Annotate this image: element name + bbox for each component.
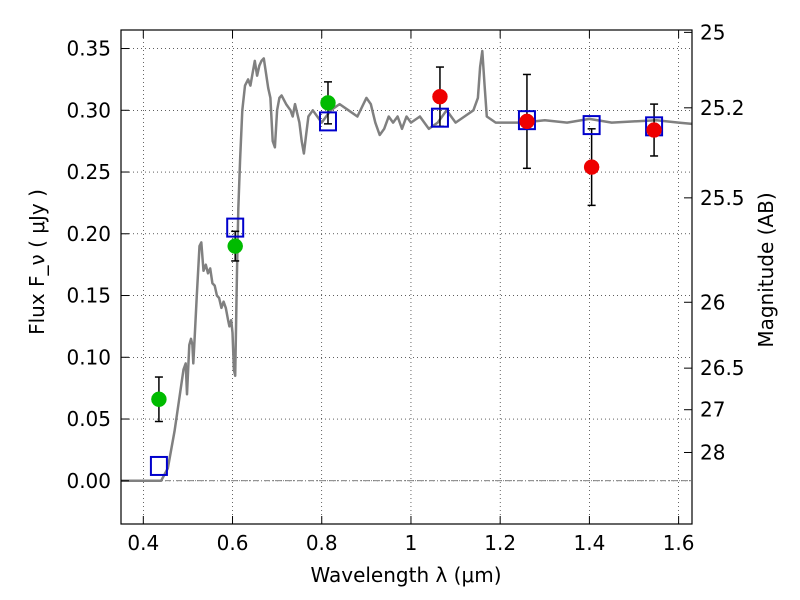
magnitude-tick-label: 27 — [700, 398, 725, 422]
data-markers — [149, 88, 664, 476]
x-tick-label: 1.6 — [663, 531, 695, 555]
y-tick-label: 0.05 — [66, 407, 111, 431]
square-marker — [430, 107, 449, 128]
circle-marker — [583, 159, 600, 175]
magnitude-tick-label: 25.2 — [700, 96, 745, 120]
x-tick-labels: 0.4 0.6 0.8 1 1.2 1.4 1.6 — [127, 531, 694, 555]
y-tick-labels: 0.00 0.05 0.10 0.15 0.20 0.25 0.30 0.35 — [66, 37, 111, 493]
y-tick-label: 0.35 — [66, 37, 111, 61]
magnitude-tick-label: 28 — [700, 440, 725, 464]
y-tick-label: 0.15 — [66, 284, 111, 308]
x-tick-label: 1.4 — [573, 531, 605, 555]
magnitude-tick-label: 26.5 — [700, 356, 745, 380]
magnitude-tick-label: 25.5 — [700, 186, 745, 210]
y-tick-label: 0.25 — [66, 160, 111, 184]
y-tick-label: 0.10 — [66, 345, 111, 369]
y-axis-label: Flux F_ν ( μJy ) — [25, 189, 49, 335]
circle-marker — [151, 391, 167, 408]
circle-marker — [320, 95, 336, 111]
x-tick-label: 1 — [405, 531, 418, 555]
axis-ticks — [121, 30, 692, 524]
square-marker — [582, 115, 601, 136]
grid — [121, 30, 692, 524]
magnitude-axis-label: Magnitude (AB) — [754, 192, 778, 347]
y-tick-label: 0.30 — [66, 98, 111, 122]
magnitude-tick-label: 25 — [700, 20, 725, 44]
x-tick-label: 1.2 — [484, 531, 516, 555]
circle-marker — [432, 88, 448, 105]
square-marker — [149, 455, 168, 476]
y-tick-label: 0.20 — [66, 222, 111, 246]
square-marker — [318, 111, 337, 132]
x-axis-label: Wavelength λ (μm) — [310, 563, 501, 587]
circle-marker — [519, 113, 535, 130]
x-tick-label: 0.4 — [127, 531, 159, 555]
magnitude-tick-labels: 25 25.2 25.5 26 26.5 27 28 — [700, 20, 745, 464]
x-tick-label: 0.8 — [306, 531, 338, 555]
square-marker — [226, 217, 245, 238]
square-marker — [517, 110, 536, 131]
plot-frame — [120, 29, 693, 525]
y-tick-label: 0.00 — [66, 469, 111, 493]
x-tick-label: 0.6 — [217, 531, 249, 555]
circle-marker — [646, 122, 662, 138]
circle-marker — [227, 238, 243, 254]
model-spectrum-line — [121, 49, 693, 483]
magnitude-tick-label: 26 — [700, 290, 725, 314]
